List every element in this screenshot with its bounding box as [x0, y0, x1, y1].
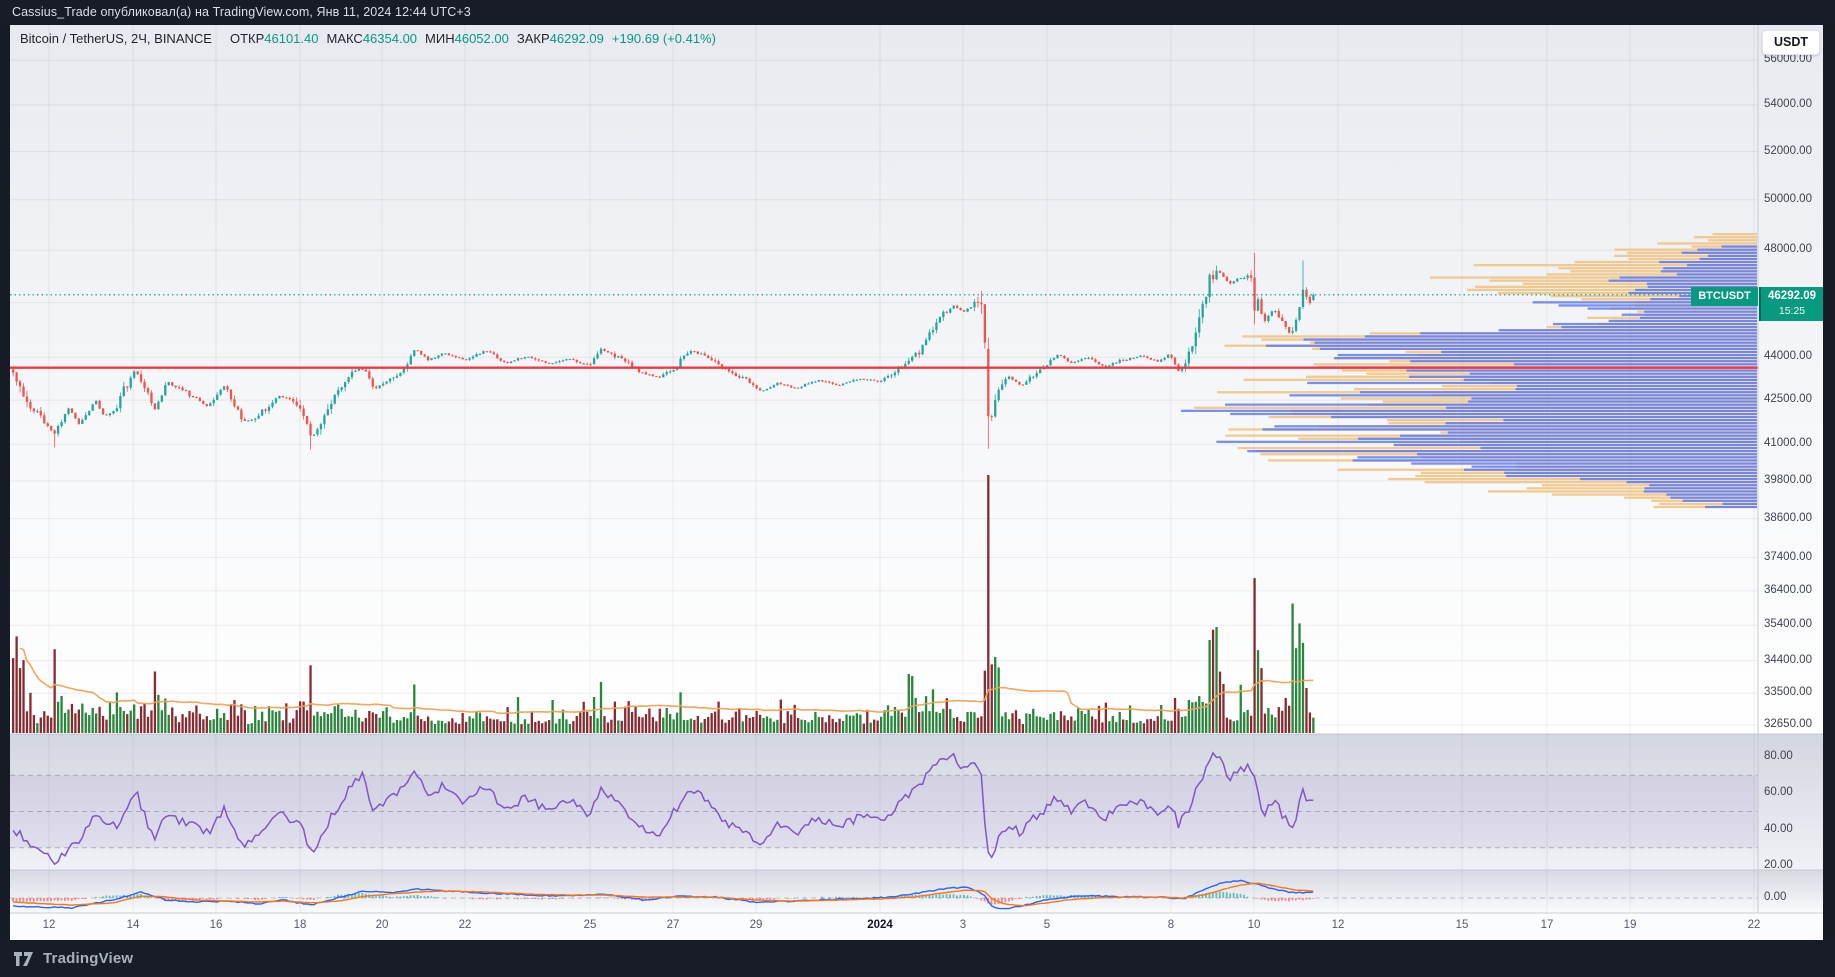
chart-canvas[interactable] [10, 25, 1823, 940]
brand-name[interactable]: TradingView [43, 950, 134, 967]
chart-panel: 56000.00 54000.00 52000.00 50000.00 48000.00… [10, 25, 1823, 940]
symbol-title[interactable]: Bitcoin / TetherUS, 2Ч, BINANCE [20, 31, 212, 46]
tradingview-logo-icon[interactable] [14, 951, 36, 967]
currency-toggle-button[interactable]: USDT [1762, 30, 1820, 55]
footer: TradingView [0, 940, 1835, 977]
bar-countdown: 15:25 [1778, 304, 1806, 317]
high-label: МАКС [326, 31, 363, 46]
share-header-text: Cassius_Trade опубликовал(а) на TradingV… [12, 5, 471, 19]
close-value: 46292.09 [549, 31, 604, 46]
low-value: 46052.00 [454, 31, 509, 46]
change-value: +190.69 (+0.41%) [611, 31, 716, 46]
low-label: МИН [425, 31, 455, 46]
open-label: ОТКР [229, 31, 265, 46]
high-value: 46354.00 [362, 31, 418, 46]
symbol-legend: Bitcoin / TetherUS, 2Ч, BINANCE ОТКР46101… [20, 31, 716, 46]
ticker-price-flag: BTCUSDT [1691, 286, 1758, 306]
share-header: Cassius_Trade опубликовал(а) на TradingV… [0, 0, 1835, 25]
last-price-flag: 46292.09 15:25 [1759, 286, 1823, 321]
open-value: 46101.40 [264, 31, 319, 46]
close-label: ЗАКР [516, 31, 550, 46]
last-price-value: 46292.09 [1768, 289, 1816, 302]
